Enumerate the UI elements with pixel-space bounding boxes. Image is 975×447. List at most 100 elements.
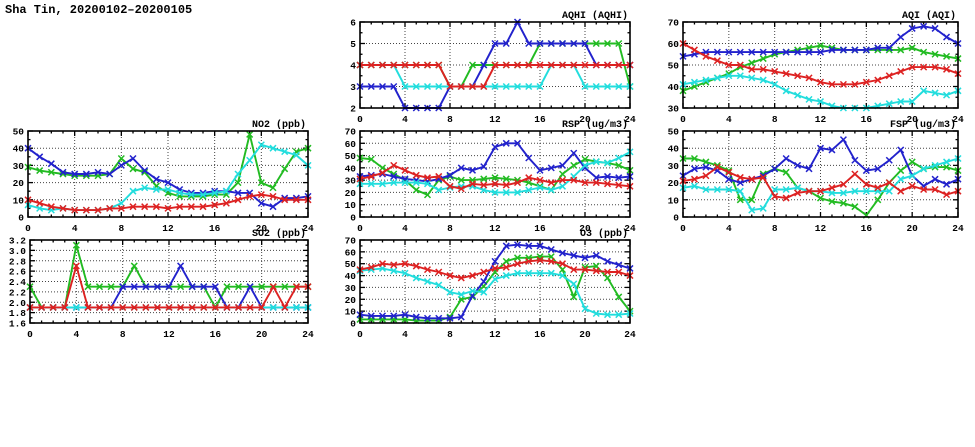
y-tick-label: 10 [345,307,357,318]
y-tick-label: 20 [668,178,680,189]
y-tick-label: 50 [345,259,357,270]
y-tick-label: 1.8 [9,308,26,319]
y-tick-label: 70 [345,127,357,138]
series-cyan-line [360,64,630,88]
series-blue [24,144,312,211]
axis-labels: 0 4 8 12 16 20 24 2 3 4 5 6 [350,18,636,126]
y-tick-label: 20 [345,188,357,199]
plot-frame [359,130,631,218]
x-tick-label: 4 [402,114,408,125]
y-tick-label: 4 [350,61,356,72]
chart-canvas-aqi: 0 4 8 12 16 20 24 30 40 50 60 70 AQI (AQI) [668,10,964,126]
axis-labels: 0 4 8 12 16 20 24 1.61.82.02.22.42.62.83.03.2 [9,236,314,341]
y-tick-label: 2.2 [9,287,26,298]
y-tick-label: 50 [668,61,680,72]
x-tick-label: 0 [680,114,686,125]
series-blue [356,241,634,322]
y-tick-label: 0 [350,213,356,224]
chart-no2: 0 4 8 12 16 20 24 0 10 20 30 40 50 NO2 (ppb) [2,117,321,243]
y-tick-label: 0 [350,319,356,330]
x-tick-label: 8 [120,329,126,340]
series-red [356,161,634,193]
y-tick-label: 70 [345,236,357,247]
gridlines [683,22,958,108]
x-tick-label: 20 [256,329,268,340]
y-tick-label: 0 [673,213,679,224]
page-title: Sha Tin, 20200102–20200105 [5,3,193,17]
chart-canvas-no2: 0 4 8 12 16 20 24 0 10 20 30 40 50 NO2 (ppb) [13,119,314,235]
y-tick-label: 6 [350,18,356,29]
x-tick-label: 20 [579,223,591,234]
gridlines [30,240,308,323]
y-tick-label: 50 [13,127,25,138]
y-tick-label: 2 [350,104,356,115]
y-tick-label: 2.8 [9,256,26,267]
y-tick-label: 5 [350,39,356,50]
x-tick-label: 20 [906,223,918,234]
y-tick-label: 40 [345,163,357,174]
y-tick-label: 0 [18,213,24,224]
chart-aqhi: 0 4 8 12 16 20 24 2 3 4 5 6 AQHI (AQHI) [315,8,643,134]
y-tick-label: 40 [345,271,357,282]
y-tick-label: 1.6 [9,319,26,330]
y-tick-label: 30 [13,161,25,172]
x-tick-label: 4 [402,329,408,340]
x-tick-label: 16 [534,329,546,340]
y-tick-label: 60 [345,139,357,150]
x-tick-label: 12 [815,114,827,125]
y-tick-label: 50 [668,127,680,138]
y-tick-label: 30 [345,283,357,294]
axis-labels: 0 4 8 12 16 20 24 0 10 20 30 40 50 [13,127,314,235]
series-red [679,39,962,88]
plot-frame [359,239,631,324]
axis-labels: 0 4 8 12 16 20 24 0 10 20 30 40 50 [668,127,964,235]
x-tick-label: 24 [624,329,636,340]
x-tick-label: 4 [73,329,79,340]
series-cyan [356,148,634,196]
plot-frame [682,130,959,218]
y-tick-label: 2.6 [9,267,26,278]
y-tick-label: 3.0 [9,246,26,257]
x-tick-label: 0 [357,223,363,234]
x-tick-label: 24 [302,223,314,234]
y-tick-label: 20 [13,178,25,189]
chart-fsp: 0 4 8 12 16 20 24 0 10 20 30 40 50 FSP (ug/m3) [638,117,971,243]
x-tick-label: 20 [906,114,918,125]
x-tick-label: 16 [861,223,873,234]
x-tick-label: 16 [861,114,873,125]
x-tick-label: 8 [118,223,124,234]
x-tick-label: 24 [624,223,636,234]
x-tick-label: 0 [27,329,33,340]
chart-rsp: 0 4 8 12 16 20 24 0 10 20 30 40 50 60 70 RSP (ug/m3) [315,117,643,243]
x-tick-label: 16 [209,223,221,234]
y-tick-label: 40 [13,144,25,155]
plot-frame [682,21,959,109]
x-tick-label: 24 [624,114,636,125]
gridlines [360,131,630,217]
series-red-line [360,64,630,88]
series-cyan-line [682,157,959,212]
x-tick-label: 12 [489,223,501,234]
x-tick-label: 20 [256,223,268,234]
plot-frame [29,239,309,324]
x-tick-label: 4 [402,223,408,234]
y-tick-label: 50 [345,151,357,162]
x-tick-label: 12 [815,223,827,234]
chart-o3: 0 4 8 12 16 20 24 0 10 20 30 40 50 60 70 O3 (ppb) [315,226,643,349]
x-tick-label: 0 [357,114,363,125]
x-tick-label: 8 [447,329,453,340]
axis-labels: 0 4 8 12 16 20 24 30 40 50 60 70 [668,18,964,126]
plot-frame [27,130,309,218]
x-tick-label: 20 [579,329,591,340]
chart-canvas-so2: 0 4 8 12 16 20 24 1.61.82.02.22.42.62.83.03.2 SO… [9,228,314,341]
y-tick-label: 30 [345,176,357,187]
y-tick-label: 10 [668,195,680,206]
y-tick-label: 30 [668,161,680,172]
chart-canvas-aqhi: 0 4 8 12 16 20 24 2 3 4 5 6 AQHI (AQHI) [350,10,636,126]
chart-aqi: 0 4 8 12 16 20 24 30 40 50 60 70 AQI (AQI) [638,8,971,134]
chart-so2: 0 4 8 12 16 20 24 1.6 1.8 2.0 2.2 2.4 2.6 2.8 3.0 3.2 SO… [4,226,321,349]
x-tick-label: 12 [489,329,501,340]
